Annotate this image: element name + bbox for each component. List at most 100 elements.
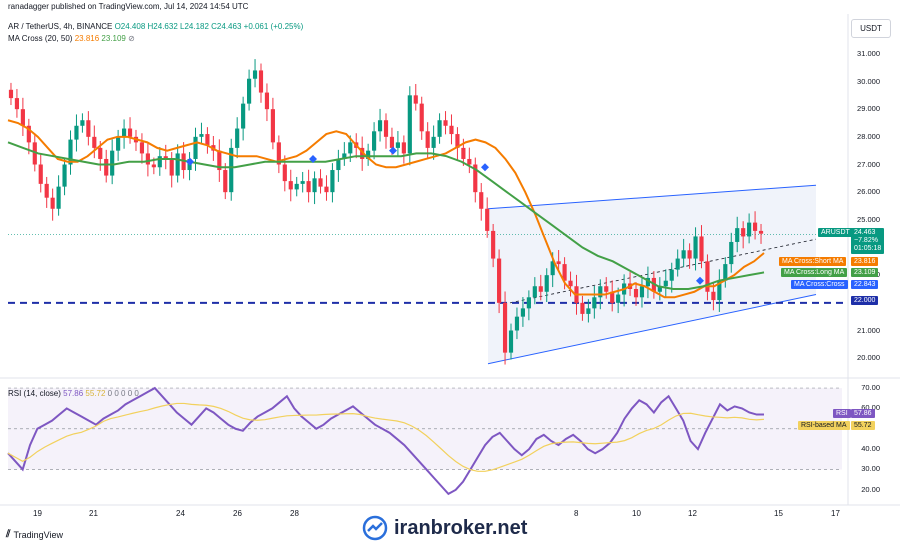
candle-body (127, 128, 133, 137)
last-price-tag: ARUSDT (818, 228, 853, 237)
candle-body (372, 131, 377, 151)
candle-body (663, 280, 668, 287)
ohlc-low: L24.182 (180, 22, 209, 31)
rsi-tag-value: 57.86 (851, 409, 875, 418)
time-axis-label: 8 (574, 509, 579, 518)
candle-body (669, 269, 674, 281)
candle-body (681, 250, 686, 259)
candle-body (300, 181, 305, 184)
price-axis-label: 25.000 (857, 214, 880, 224)
candle-body (104, 158, 109, 176)
candle-body (693, 236, 698, 259)
candle-body (449, 125, 454, 135)
candle-body (383, 120, 389, 137)
candle-body (395, 142, 400, 148)
rsi-legend[interactable]: RSI (14, close) 57.86 55.72 0 0 0 0 0 (8, 389, 139, 398)
candle-body (14, 98, 20, 110)
ma-cross-marker (481, 163, 489, 172)
ma-cross-tag-label: MA Cross:Cross (791, 280, 848, 289)
candle-body (556, 261, 561, 265)
channel-upper-line (487, 184, 817, 210)
candle-body (580, 302, 585, 314)
candle-body (324, 186, 329, 193)
time-axis-label: 21 (89, 509, 98, 518)
rsi-ma-tag-label: RSI-based MA (798, 421, 850, 430)
rsi-axis-label: 40.00 (861, 444, 880, 454)
last-price-value: 24.463 (854, 229, 876, 236)
candle-body (282, 164, 287, 182)
candle-body (699, 236, 704, 262)
candle-body (407, 95, 412, 154)
candle-body (74, 125, 79, 140)
price-axis-label: 30.000 (857, 76, 880, 86)
rsi-legend-title: RSI (14, close) (8, 389, 61, 398)
bar-countdown: 01:05:18 (854, 245, 882, 252)
candle-body (348, 142, 353, 154)
candle-body (431, 136, 436, 148)
candle-body (342, 153, 347, 159)
time-axis-label: 15 (774, 509, 783, 518)
candle-body (163, 156, 168, 159)
candle-body (145, 153, 150, 165)
ma-hidden-icon[interactable]: ⊘ (128, 34, 135, 43)
candle-body (485, 208, 490, 231)
ma-short-legend-value: 23.816 (74, 34, 100, 43)
candle-body (711, 291, 716, 301)
candle-body (544, 275, 549, 292)
candle-body (50, 197, 55, 209)
ma-legend[interactable]: MA Cross (20, 50) 23.816 23.109 ⊘ (8, 34, 135, 43)
candle-body (139, 142, 145, 154)
candle-body (747, 222, 752, 237)
candle-body (68, 139, 73, 165)
candle-body (657, 286, 662, 292)
candle-body (366, 150, 371, 159)
currency-selector[interactable]: USDT (851, 19, 891, 38)
tradingview-brand[interactable]: ⫽ TradingView (6, 529, 63, 540)
candle-body (270, 109, 275, 143)
candle-body (633, 289, 639, 298)
candle-body (752, 222, 758, 231)
price-axis-label: 31.000 (857, 48, 880, 58)
ohlc-close: C24.463 (211, 22, 242, 31)
ma-long-tag-label: MA Cross:Long MA (781, 268, 848, 277)
candle-body (735, 228, 740, 242)
candle-body (705, 261, 710, 292)
candle-body (276, 142, 281, 165)
time-axis-label: 24 (176, 509, 185, 518)
candle-body (98, 147, 103, 159)
watermark-text: iranbroker.net (394, 516, 528, 539)
candle-body (473, 164, 478, 193)
candle-body (229, 147, 234, 193)
candle-body (264, 92, 270, 110)
candle-body (116, 136, 121, 151)
candle-body (532, 286, 537, 298)
rsi-legend-extra: 0 0 0 0 0 (107, 389, 139, 398)
publisher-line: ranadagger published on TradingView.com,… (8, 2, 249, 11)
rsi-ma-line (7, 402, 765, 472)
time-axis-label: 19 (33, 509, 42, 518)
candle-body (729, 241, 734, 265)
ma-legend-title: MA Cross (20, 50) (8, 34, 73, 43)
candle-body (235, 128, 240, 148)
candle-body (294, 183, 299, 190)
time-axis-label: 26 (233, 509, 242, 518)
candle-body (336, 158, 341, 171)
tradingview-logo-icon: ⫽ (6, 529, 11, 540)
symbol-legend[interactable]: AR / TetherUS, 4h, BINANCE O24.408 H24.6… (8, 22, 303, 31)
candle-body (645, 277, 651, 287)
candle-body (241, 103, 246, 129)
candle-body (562, 264, 567, 281)
candle-body (389, 136, 395, 148)
candle-body (330, 170, 335, 193)
candle-body (193, 136, 198, 159)
candle-body (151, 164, 156, 168)
candle-body (586, 308, 591, 314)
candle-body (217, 150, 222, 171)
rsi-ma-tag-value: 55.72 (851, 421, 875, 430)
last-price-value-box: 24.463 −7.82% 01:05:18 (851, 228, 885, 254)
time-axis-label: 12 (688, 509, 697, 518)
candle-body (610, 291, 615, 303)
last-price-symbol: ARUSDT (821, 229, 850, 236)
candle-body (92, 136, 97, 148)
